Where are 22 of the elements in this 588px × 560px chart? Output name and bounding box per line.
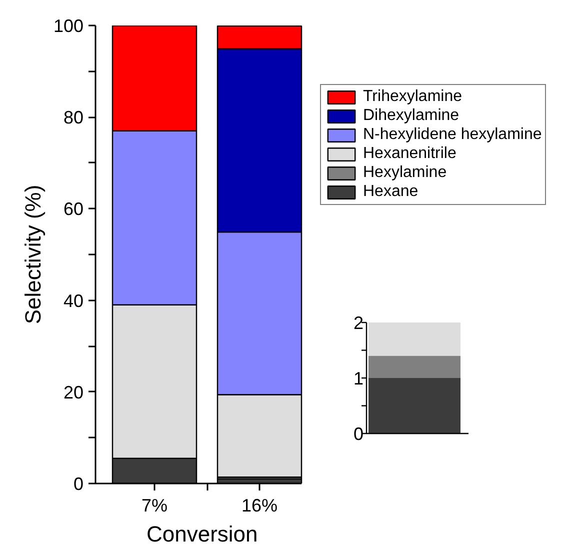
bar — [368, 356, 460, 378]
y-tick-label: 1 — [353, 368, 364, 388]
legend-label: Dihexylamine — [363, 107, 460, 125]
x-tick-label: 16% — [241, 496, 278, 516]
y-tick-label: 80 — [63, 108, 84, 128]
bar — [368, 322, 460, 356]
y-tick-label: 20 — [63, 382, 84, 402]
y-tick-label: 100 — [53, 16, 84, 36]
bar — [368, 378, 460, 434]
x-axis-title: Conversion — [146, 522, 258, 546]
y-tick-label: 0 — [353, 424, 364, 444]
y-tick-label: 40 — [63, 290, 84, 311]
y-tick-label: 0 — [73, 474, 84, 494]
y-axis-title: Selectivity (%) — [20, 184, 46, 324]
legend-label: N-hexylidene hexylamine — [363, 126, 542, 144]
legend-label: Trihexylamine — [363, 88, 462, 106]
y-tick-label: 2 — [353, 313, 364, 333]
legend-label: Hexane — [363, 183, 418, 201]
legend-label: Hexanenitrile — [363, 145, 456, 163]
x-tick-label: 7% — [141, 496, 168, 516]
y-tick-label: 60 — [63, 199, 84, 220]
legend-label: Hexylamine — [363, 164, 447, 182]
